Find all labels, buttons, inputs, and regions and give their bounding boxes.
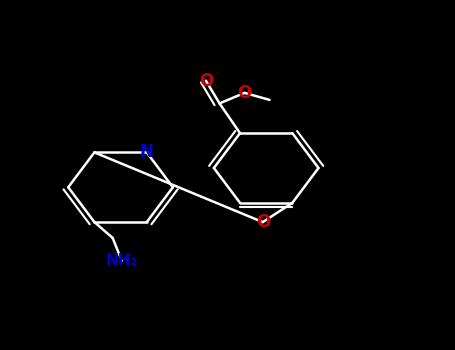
Text: O: O: [238, 84, 252, 102]
Text: NH₂: NH₂: [106, 253, 138, 268]
Text: O: O: [199, 72, 213, 90]
Text: N: N: [140, 144, 154, 161]
Text: O: O: [256, 213, 270, 231]
